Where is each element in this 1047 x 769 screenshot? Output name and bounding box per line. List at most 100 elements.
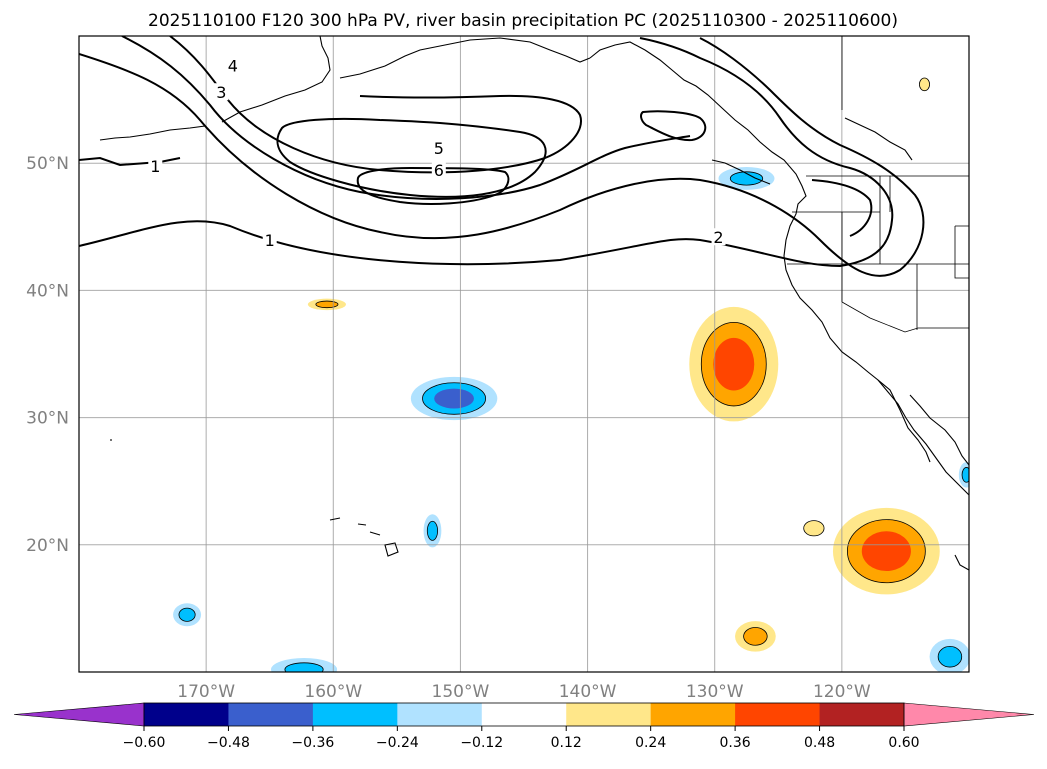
colorbar-label-5: 0.12 [551,735,582,751]
lon-label-4: 130°W [686,682,744,702]
pv-label-6: 6 [434,161,444,180]
coastline-vancouver-island [711,159,771,185]
precip-blob-5-level-0 [919,77,930,91]
precip-blob-7-level-1 [730,171,763,186]
pv-label-bg-0 [148,157,163,175]
pv-label-bg-2 [711,228,726,246]
lon-label-5: 120°W [813,682,871,702]
precip-blob-8-level-1 [178,608,196,622]
lon-label-2: 150°W [432,682,490,702]
colorbar-segment-3 [397,703,483,726]
precip-blob-3-level-1 [315,301,338,308]
coastline-alaska [221,36,331,123]
longitude-labels: 170°W 160°W 150°W 140°W 130°W 120°W [177,682,871,702]
colorbar-label-0: −0.60 [123,735,166,751]
precip-blob-4-level-0 [803,520,825,536]
pv-label-4: 4 [228,57,238,76]
pv-label-1: 1 [265,231,275,250]
lat-label-2: 30°N [26,409,69,429]
precip-shading-layer [173,77,969,672]
lon-label-0: 170°W [177,682,235,702]
precip-blob-5-outline [919,77,930,92]
precip-blob-4-outline [803,520,825,537]
chart-title: 2025110100 F120 300 hPa PV, river basin … [148,11,898,31]
pv-contour-6 [356,166,510,205]
pv-label-bg-3 [214,83,229,101]
pv-contour-1-south [79,37,894,268]
border-us-mexico [841,301,969,333]
colorbar-segment-2 [312,703,398,726]
precip-blob-10-level-1 [284,662,324,672]
precip-blob-0-level-2 [713,337,755,391]
pv-contours [79,36,925,277]
colorbar-segment-4 [481,703,567,726]
graticule [79,36,969,672]
precip-blob-6-outline [422,382,487,415]
precip-blob-2-outline [743,627,768,646]
colorbar-frame [143,702,905,727]
colorbar-label-3: −0.24 [376,735,419,751]
precip-blob-1-level-2 [861,531,911,572]
pv-label-bg-4 [225,56,240,74]
colorbar: −0.60 −0.48 −0.36 −0.24 −0.12 0.12 0.24 0.36 0.4… [13,702,1035,751]
colorbar-segment-8 [819,703,905,726]
colorbar-extend-low [13,702,145,727]
colorbar-label-4: −0.12 [460,735,503,751]
pv-contour-3 [121,36,691,200]
lat-label-0: 50°N [26,154,69,174]
pv-label-5: 5 [434,139,444,158]
lon-label-3: 140°W [559,682,617,702]
pv-label-bg-6 [431,160,446,178]
pv-label-3: 3 [216,83,226,102]
map-body: 1 1 2 34 5 6 [79,36,969,672]
pv-contour-small-loop [640,110,707,142]
colorbar-label-7: 0.36 [720,735,751,751]
precip-blob-11-outline [937,646,963,668]
pv-contour-2 [79,37,925,277]
precip-blob-8-outline [178,607,196,622]
colorbar-label-2: −0.36 [291,735,334,751]
lat-label-3: 20°N [26,536,69,556]
pv-label-0: 1 [150,157,160,176]
border-state-lines [787,176,969,330]
colorbar-segment-0 [144,703,229,726]
coastline-hawaii [329,517,399,557]
coastline-mexico-gulf [909,394,969,466]
precip-blob-1-outline [846,519,926,584]
colorbar-label-8: 0.48 [804,735,835,751]
colorbar-segment-5 [566,703,652,726]
pv-contour-east [811,179,873,237]
colorbar-segment-1 [228,703,314,726]
lat-label-1: 40°N [26,281,69,301]
colorbar-label-9: 0.60 [888,735,919,751]
precip-blob-6-level-2 [434,388,474,409]
latitude-labels: 50°N 40°N 30°N 20°N [26,154,69,556]
pv-contour-labels: 1 1 2 34 5 6 [148,56,726,250]
precip-blob-9-level-1 [427,521,438,541]
precip-blob-3-outline [315,300,339,309]
colorbar-segment-7 [735,703,820,726]
coastline-hudson-bay [844,117,913,161]
precip-blob-12-outline [961,467,969,483]
lon-label-1: 160°W [304,682,362,702]
precip-blob-0-outline [700,321,767,407]
coastline-aleutians [99,125,206,141]
pv-contour-4 [169,36,582,174]
precip-blob-2-level-1 [743,627,768,646]
colorbar-segment-6 [650,703,736,726]
precip-blob-10-outline [284,662,324,672]
coastlines [99,36,969,571]
colorbar-extend-high [903,702,1035,727]
coastline-mexico-south [954,554,969,571]
pv-label-bg-5 [431,139,446,157]
colorbar-label-1: −0.48 [207,735,250,751]
coastline-north-america [589,41,969,496]
pv-contour-1-north [79,156,181,167]
coastline-baja [877,379,931,463]
political-borders [787,36,969,333]
precip-blob-7-outline [729,171,764,186]
precip-blob-11-level-1 [938,646,962,668]
map-frame [78,35,970,673]
